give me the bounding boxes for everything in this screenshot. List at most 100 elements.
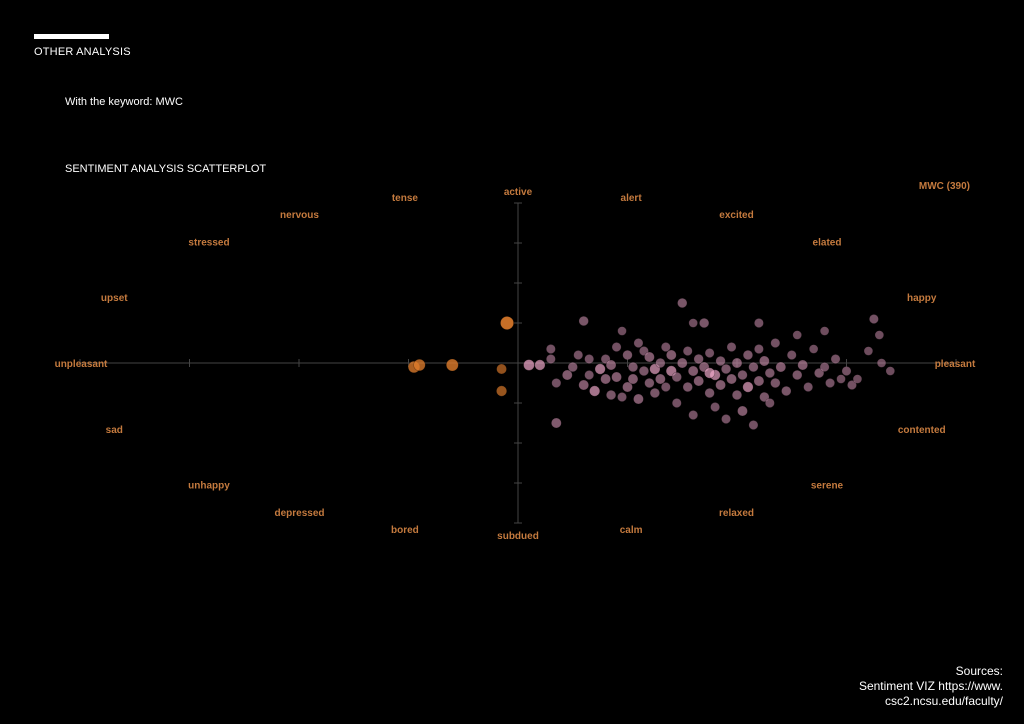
data-point	[693, 353, 704, 365]
data-point	[693, 375, 704, 387]
legend-entry: MWC (390)	[919, 181, 970, 192]
data-point	[764, 398, 775, 408]
data-point	[825, 378, 835, 388]
data-point	[754, 318, 764, 328]
data-point	[770, 338, 781, 348]
data-point	[445, 358, 459, 372]
data-point	[863, 346, 874, 356]
data-point	[671, 398, 682, 408]
data-point	[753, 375, 765, 387]
data-point	[594, 363, 606, 375]
mood-label-upper-right: alert	[621, 193, 643, 204]
data-point	[721, 414, 731, 424]
data-point	[496, 385, 508, 397]
data-point	[545, 354, 556, 364]
data-point	[876, 358, 887, 368]
mood-label-lower-right: serene	[811, 481, 844, 492]
data-point	[715, 355, 726, 367]
data-point	[704, 367, 716, 379]
data-point	[754, 344, 764, 354]
mood-label-upper-left: nervous	[280, 210, 319, 221]
data-point	[748, 361, 759, 373]
mood-label-lower-left: sad	[106, 425, 123, 436]
data-point	[731, 357, 743, 369]
mood-label-left: unpleasant	[55, 359, 108, 370]
data-point	[682, 346, 693, 356]
data-point	[737, 405, 748, 417]
data-point	[742, 349, 754, 361]
sources-heading: Sources:	[955, 664, 1003, 678]
data-point	[868, 314, 879, 324]
data-point	[676, 357, 688, 369]
mood-label-lower-right: relaxed	[719, 508, 754, 519]
mood-label-lower-left: depressed	[274, 508, 324, 519]
data-point	[797, 359, 809, 371]
mood-label-right: pleasant	[935, 359, 976, 370]
data-point	[611, 342, 622, 352]
data-point	[704, 348, 715, 358]
mood-label-top: active	[504, 187, 533, 198]
data-point	[622, 349, 633, 361]
data-point	[781, 385, 792, 397]
data-point	[742, 381, 754, 393]
data-point	[852, 374, 863, 384]
data-point	[792, 369, 803, 381]
data-point	[819, 326, 830, 336]
data-point	[715, 379, 726, 391]
sources-block: Sources: Sentiment VIZ https://www. csc2…	[859, 664, 1003, 709]
data-point	[699, 317, 710, 329]
data-point	[561, 369, 573, 381]
data-point	[617, 392, 627, 402]
data-point	[764, 367, 775, 379]
data-point	[617, 326, 627, 336]
mood-label-bottom: subdued	[497, 531, 539, 542]
data-point	[655, 373, 666, 385]
data-point	[759, 391, 770, 403]
data-point	[534, 359, 546, 371]
data-point	[726, 373, 737, 385]
data-point	[573, 350, 584, 360]
data-point	[803, 382, 814, 392]
data-point	[627, 361, 639, 373]
data-point	[660, 342, 671, 352]
data-point	[600, 373, 611, 385]
data-point	[578, 379, 590, 391]
data-point	[677, 297, 688, 309]
data-point	[413, 358, 426, 372]
data-point	[770, 377, 781, 389]
data-point	[660, 382, 671, 392]
data-point	[523, 359, 535, 371]
data-point	[720, 363, 732, 375]
data-point	[885, 366, 895, 376]
data-point	[847, 380, 857, 390]
data-point	[704, 387, 715, 399]
data-point	[688, 318, 698, 328]
data-point	[792, 330, 802, 340]
data-point	[633, 393, 644, 405]
data-point	[737, 369, 748, 381]
data-point	[671, 371, 682, 383]
data-point	[710, 402, 720, 412]
data-point	[496, 363, 507, 375]
data-point	[644, 377, 655, 389]
section-label: OTHER ANALYSIS	[34, 46, 131, 58]
data-point	[633, 338, 644, 348]
section-accent-bar	[34, 34, 109, 39]
data-point	[638, 365, 650, 377]
data-point	[688, 410, 699, 420]
mood-label-upper-left: tense	[392, 193, 419, 204]
mood-label-upper-right: happy	[907, 293, 937, 304]
data-point	[687, 365, 699, 377]
data-point	[500, 316, 514, 330]
data-point	[627, 373, 639, 385]
data-point	[836, 374, 846, 384]
data-point	[748, 420, 759, 430]
data-point	[584, 370, 595, 380]
data-point	[605, 389, 617, 401]
data-point	[545, 344, 556, 354]
data-point	[665, 349, 677, 361]
data-point	[775, 361, 787, 373]
mood-label-upper-left: stressed	[188, 237, 229, 248]
mood-label-upper-right: excited	[719, 210, 753, 221]
